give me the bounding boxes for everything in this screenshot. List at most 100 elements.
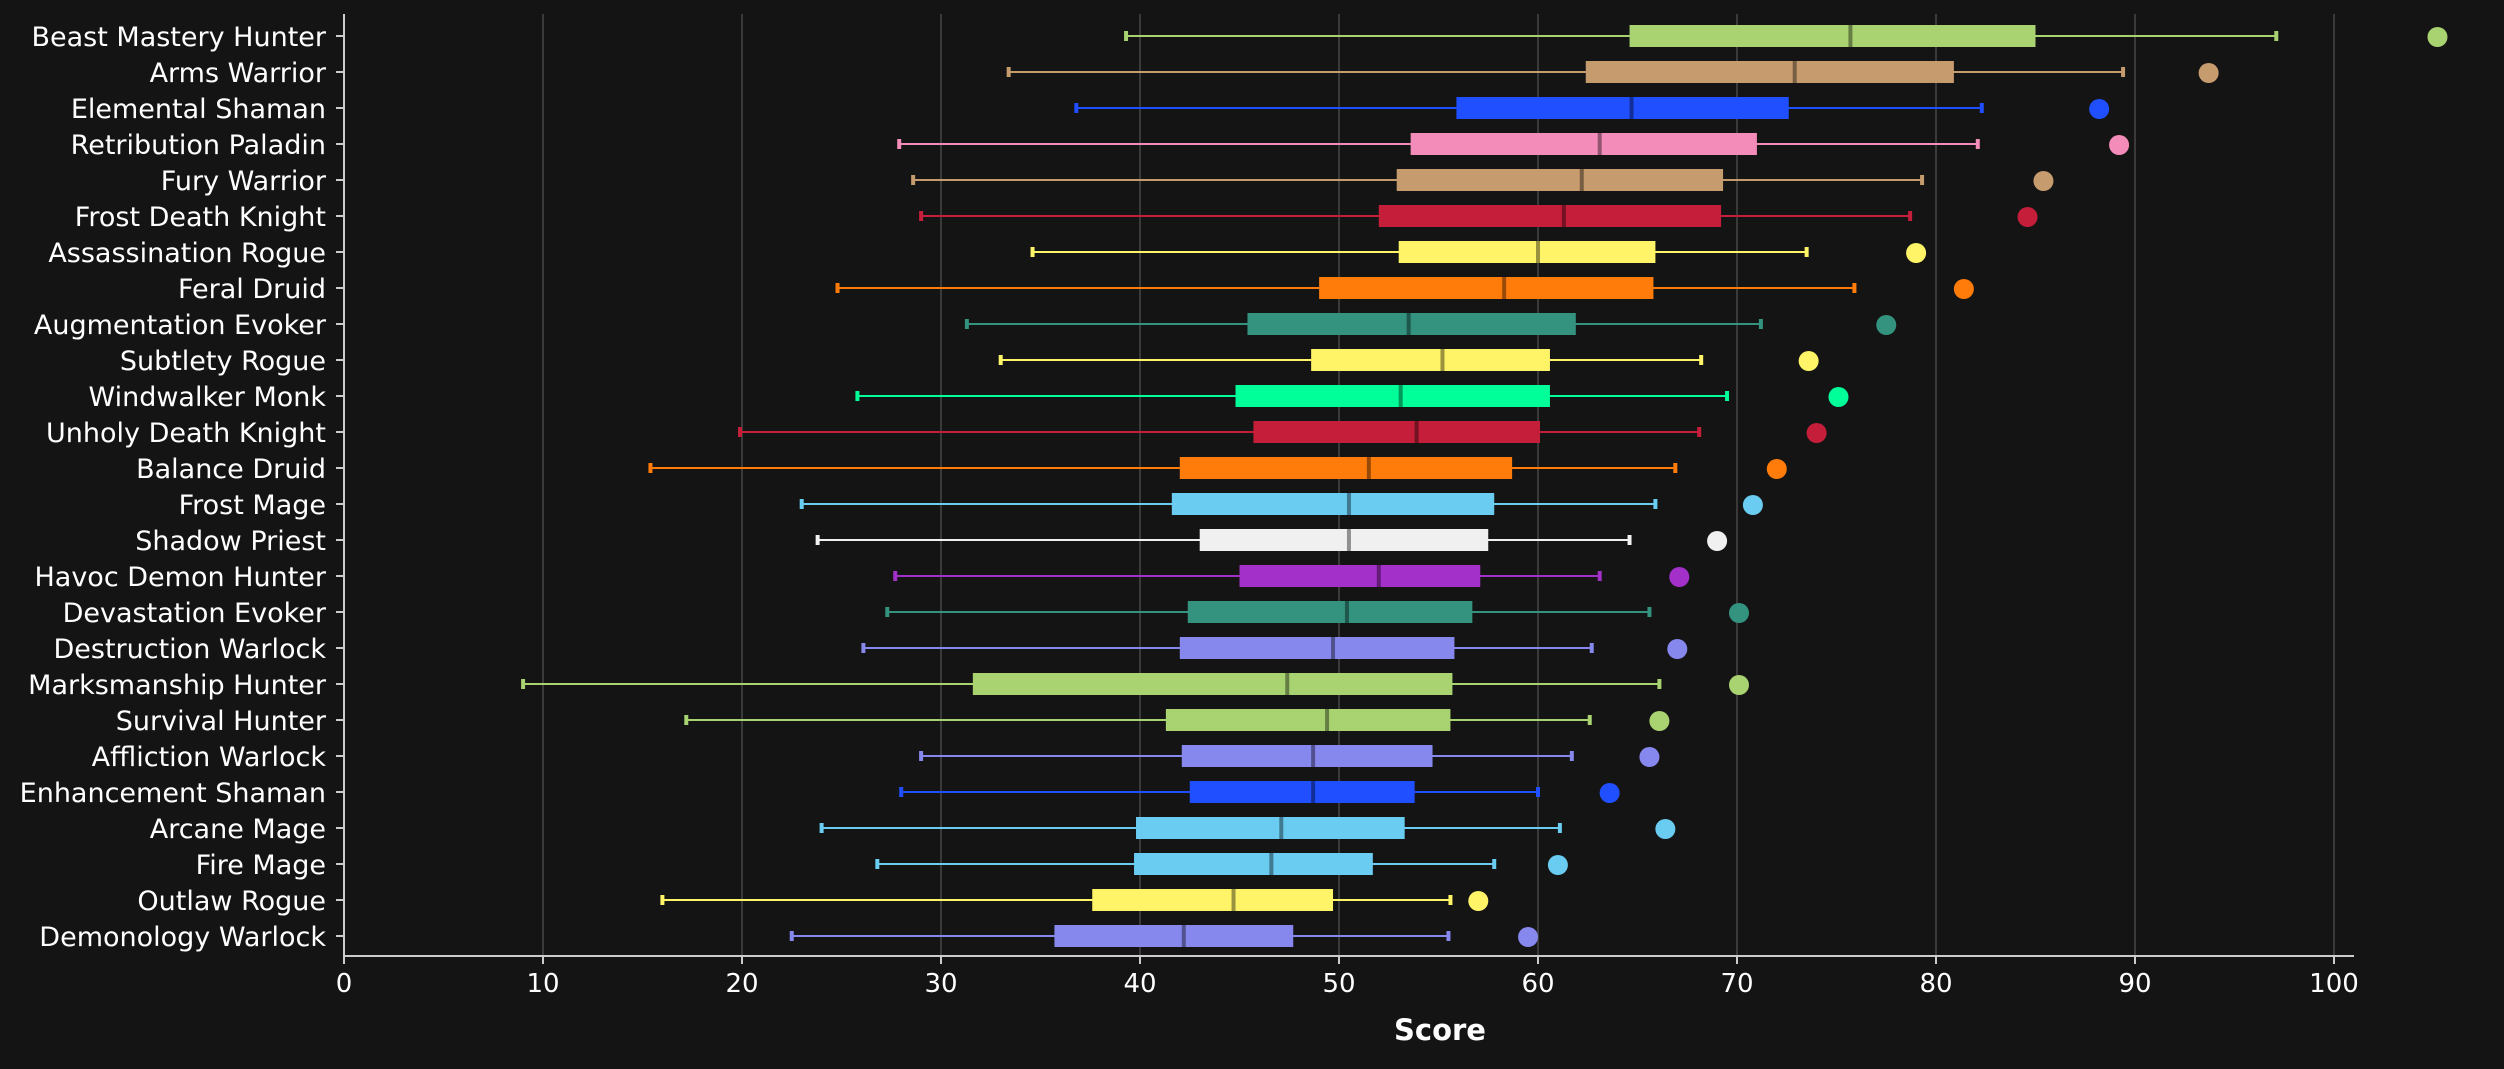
- outlier-point: [2198, 63, 2219, 83]
- outlier-point: [1728, 603, 1749, 623]
- x-tick-label: 60: [1521, 969, 1554, 999]
- category-label: Marksmanship Hunter: [28, 670, 327, 701]
- boxes-layer: Beast Mastery Hunter Arms Warrior Elementa…: [20, 22, 2448, 953]
- x-tick-label: 20: [725, 969, 758, 999]
- outlier-point: [1649, 711, 1670, 731]
- outlier-point: [2109, 135, 2130, 155]
- iqr-box: [1199, 529, 1489, 551]
- box-row: Feral Druid: [178, 274, 1974, 305]
- iqr-box: [1054, 925, 1294, 947]
- box-row: Enhancement Shaman: [20, 778, 1620, 809]
- box-row: Frost Death Knight: [75, 202, 2038, 233]
- category-label: Elemental Shaman: [71, 94, 326, 125]
- box-row: Fire Mage: [196, 850, 1568, 881]
- outlier-point: [1906, 243, 1927, 263]
- box-row: Survival Hunter: [116, 706, 1670, 737]
- iqr-box: [1165, 709, 1451, 731]
- outlier-point: [1876, 315, 1897, 335]
- x-tick-label: 100: [2309, 969, 2359, 999]
- axis-layer: 0 10 20 30 40 50 60 70 80 90 100: [336, 14, 2359, 999]
- category-label: Arms Warrior: [150, 58, 327, 89]
- category-label: Unholy Death Knight: [46, 418, 326, 449]
- outlier-point: [1742, 495, 1763, 515]
- category-label: Frost Death Knight: [75, 202, 326, 233]
- box-row: Balance Druid: [136, 454, 1787, 485]
- box-row: Devastation Evoker: [63, 598, 1749, 629]
- outlier-point: [1655, 819, 1676, 839]
- iqr-box: [1187, 601, 1473, 623]
- category-label: Demonology Warlock: [39, 922, 326, 953]
- iqr-box: [1134, 853, 1373, 875]
- category-label: Windwalker Monk: [88, 382, 326, 413]
- outlier-point: [1468, 891, 1489, 911]
- iqr-box: [1179, 637, 1455, 659]
- category-label: Assassination Rogue: [48, 238, 326, 269]
- iqr-box: [1247, 313, 1576, 335]
- box-row: Subtlety Rogue: [120, 346, 1819, 377]
- category-label: Enhancement Shaman: [20, 778, 326, 809]
- box-row: Unholy Death Knight: [46, 418, 1827, 449]
- x-tick-label: 80: [1919, 969, 1952, 999]
- box-row: Arcane Mage: [150, 814, 1676, 845]
- category-label: Arcane Mage: [150, 814, 326, 845]
- box-row: Assassination Rogue: [48, 238, 1927, 269]
- box-row: Shadow Priest: [135, 526, 1728, 557]
- category-label: Balance Druid: [136, 454, 326, 485]
- iqr-box: [1398, 241, 1656, 263]
- outlier-point: [2033, 171, 2054, 191]
- outlier-point: [1828, 387, 1849, 407]
- iqr-box: [1189, 781, 1415, 803]
- iqr-box: [1136, 817, 1405, 839]
- outlier-point: [1547, 855, 1568, 875]
- box-row: Windwalker Monk: [88, 382, 1849, 413]
- category-label: Survival Hunter: [116, 706, 327, 737]
- category-label: Augmentation Evoker: [34, 310, 327, 341]
- category-label: Outlaw Rogue: [137, 886, 326, 917]
- outlier-point: [2089, 99, 2110, 119]
- outlier-point: [2427, 27, 2448, 47]
- outlier-point: [1766, 459, 1787, 479]
- x-tick-label: 10: [526, 969, 559, 999]
- category-label: Retribution Paladin: [71, 130, 326, 161]
- category-label: Beast Mastery Hunter: [31, 22, 326, 53]
- iqr-box: [1171, 493, 1495, 515]
- iqr-box: [1311, 349, 1550, 371]
- outlier-point: [1798, 351, 1819, 371]
- outlier-point: [1669, 567, 1690, 587]
- iqr-box: [1396, 169, 1724, 191]
- iqr-box: [1253, 421, 1540, 443]
- category-label: Feral Druid: [178, 274, 326, 305]
- outlier-point: [1806, 423, 1827, 443]
- x-tick-label: 0: [336, 969, 353, 999]
- iqr-box: [1319, 277, 1654, 299]
- category-label: Subtlety Rogue: [120, 346, 326, 377]
- category-label: Shadow Priest: [135, 526, 326, 557]
- category-label: Fury Warrior: [161, 166, 327, 197]
- box-row: Affliction Warlock: [92, 742, 1660, 773]
- outlier-point: [1639, 747, 1660, 767]
- iqr-box: [1179, 457, 1513, 479]
- iqr-box: [1378, 205, 1722, 227]
- box-row: Marksmanship Hunter: [28, 670, 1749, 701]
- x-tick-label: 30: [924, 969, 957, 999]
- x-tick-label: 70: [1720, 969, 1753, 999]
- category-label: Destruction Warlock: [53, 634, 326, 665]
- category-label: Havoc Demon Hunter: [34, 562, 326, 593]
- iqr-box: [1629, 25, 2036, 47]
- outlier-point: [1707, 531, 1728, 551]
- box-row: Outlaw Rogue: [137, 886, 1489, 917]
- box-row: Retribution Paladin: [71, 130, 2130, 161]
- iqr-box: [1235, 385, 1550, 407]
- x-tick-label: 90: [2118, 969, 2151, 999]
- box-row: Augmentation Evoker: [34, 310, 1897, 341]
- box-row: Destruction Warlock: [53, 634, 1688, 665]
- iqr-box: [1410, 133, 1757, 155]
- iqr-box: [1239, 565, 1481, 587]
- x-tick-label: 40: [1123, 969, 1156, 999]
- box-row: Demonology Warlock: [39, 922, 1539, 953]
- iqr-box: [972, 673, 1453, 695]
- outlier-point: [1953, 279, 1974, 299]
- box-row: Arms Warrior: [150, 58, 2219, 89]
